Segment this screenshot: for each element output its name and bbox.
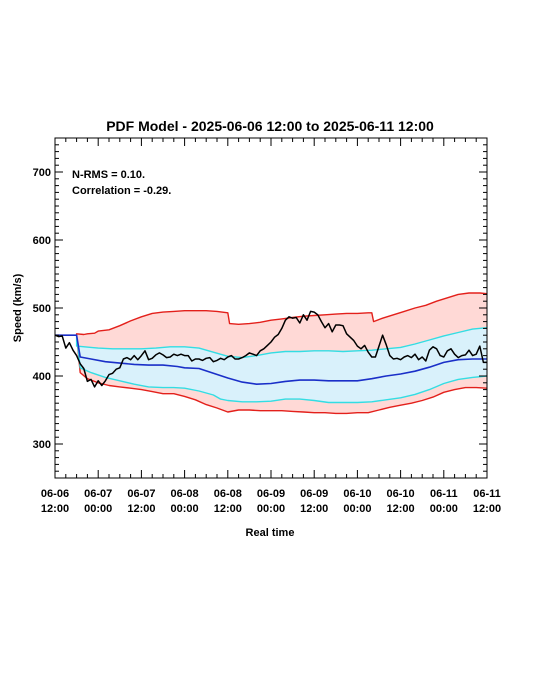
x-tick-label-date: 06-11: [473, 488, 501, 500]
series-line-lower-outer: [55, 334, 488, 415]
series-lines: [54, 292, 488, 415]
inner-band: [55, 327, 487, 403]
x-tick-label-date: 06-10: [343, 488, 371, 500]
x-tick-label-time: 00:00: [171, 503, 199, 515]
x-tick-label-date: 06-09: [257, 488, 285, 500]
x-tick-label-date: 06-07: [127, 488, 155, 500]
y-tick-label: 300: [33, 439, 51, 451]
x-tick-label-time: 00:00: [84, 503, 112, 515]
x-tick-label-time: 12:00: [214, 503, 242, 515]
y-tick-label: 600: [33, 235, 51, 247]
y-axis: 300 400 500 600 700: [33, 144, 487, 472]
series-line-upper-outer: [55, 292, 488, 336]
series-line-lower-inner: [55, 334, 488, 404]
y-axis-label: Speed (km/s): [12, 273, 24, 342]
x-tick-label-time: 12:00: [387, 503, 415, 515]
series-line-upper-inner: [55, 327, 488, 359]
x-tick-label-time: 00:00: [343, 503, 371, 515]
x-tick-label-date: 06-07: [84, 488, 112, 500]
series-line-observed: [54, 310, 487, 388]
x-tick-label-date: 06-08: [171, 488, 199, 500]
x-tick-label-time: 12:00: [41, 503, 69, 515]
x-axis: 06-06 12:00 06-07 00:00 06-07 12:00 06-08 00:00…: [41, 138, 501, 515]
x-tick-label-date: 06-06: [41, 488, 69, 500]
y-tick-label: 500: [33, 303, 51, 315]
x-tick-label-date: 06-08: [214, 488, 242, 500]
x-tick-label-time: 00:00: [430, 503, 458, 515]
x-tick-label-date: 06-09: [300, 488, 328, 500]
x-axis-label: Real time: [246, 527, 295, 539]
x-tick-label-time: 12:00: [300, 503, 328, 515]
x-tick-label-date: 06-11: [430, 488, 458, 500]
x-tick-label-time: 12:00: [473, 503, 501, 515]
y-tick-label: 400: [33, 371, 51, 383]
chart-title: PDF Model - 2025-06-06 12:00 to 2025-06-…: [106, 118, 434, 134]
x-tick-label-time: 12:00: [127, 503, 155, 515]
plot-area: [54, 292, 488, 415]
y-tick-label: 700: [33, 167, 51, 179]
x-tick-label-date: 06-10: [387, 488, 415, 500]
correlation-annotation: Correlation = -0.29.: [72, 185, 171, 197]
x-tick-label-time: 00:00: [257, 503, 285, 515]
nrms-annotation: N-RMS = 0.10.: [72, 169, 145, 181]
